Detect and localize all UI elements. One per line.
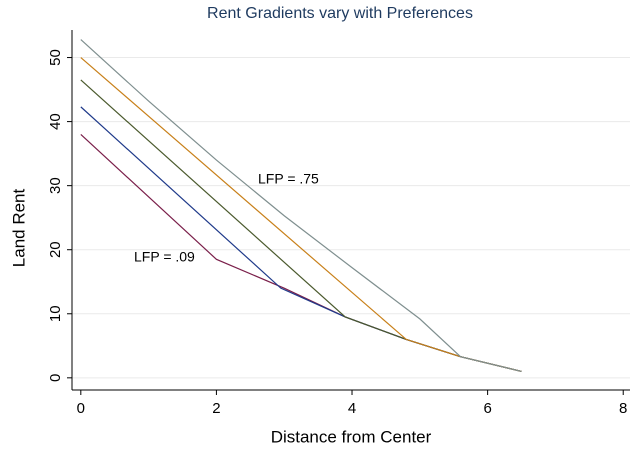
x-tick-label: 2	[212, 400, 220, 417]
y-tick-label: 10	[47, 305, 64, 322]
x-tick-label: 0	[77, 400, 85, 417]
x-tick-label: 8	[619, 400, 627, 417]
y-tick-label: 0	[47, 374, 64, 382]
chart-title: Rent Gradients vary with Preferences	[207, 5, 473, 22]
series-line	[80, 106, 522, 373]
x-tick-label: 4	[348, 400, 356, 417]
annotation: LFP = .75	[258, 171, 319, 187]
x-tick-label: 6	[483, 400, 491, 417]
series-line	[80, 39, 522, 373]
annotation: LFP = .09	[134, 249, 195, 265]
y-tick-label: 40	[47, 113, 64, 130]
y-tick-label: 50	[47, 49, 64, 66]
y-tick-label: 30	[47, 177, 64, 194]
series-line	[80, 57, 522, 373]
series-line	[80, 79, 522, 373]
x-axis-title: Distance from Center	[271, 427, 432, 446]
y-axis-title: Land Rent	[9, 188, 28, 267]
y-tick-label: 20	[47, 241, 64, 258]
